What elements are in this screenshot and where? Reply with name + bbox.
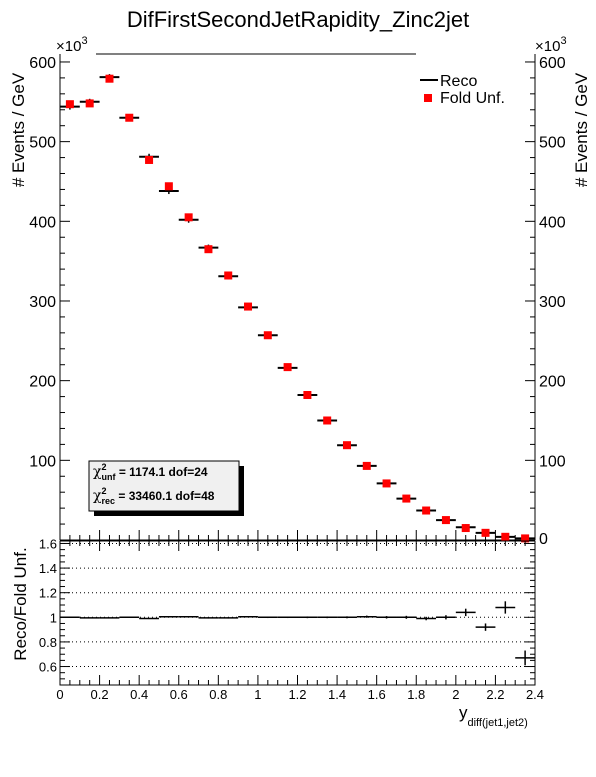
fold-unf-point: [284, 363, 292, 371]
fold-unf-point: [363, 462, 371, 470]
ratio-xtick-label: 1.4: [328, 687, 346, 702]
fold-unf-point: [145, 156, 153, 164]
main-ytick-label-left: 500: [29, 135, 56, 152]
main-ytick-label-right: 400: [539, 214, 566, 231]
ratio-xtick-label: 0.2: [91, 687, 109, 702]
fold-unf-point: [482, 529, 490, 537]
fold-unf-point: [86, 99, 94, 107]
ratio-ytick-label: 0.8: [39, 635, 57, 650]
main-ytick-label-right-zero: 0: [539, 531, 548, 548]
main-ytick-label-left: 400: [29, 214, 56, 231]
fold-unf-point: [125, 114, 133, 122]
ratio-xtick-label: 2.4: [526, 687, 544, 702]
main-ytick-label-left: 600: [29, 55, 56, 72]
main-ytick-label-left: 100: [29, 453, 56, 470]
legend-fold-marker: [424, 94, 432, 102]
fold-unf-point: [501, 533, 509, 541]
main-ytick-label-left: 300: [29, 294, 56, 311]
main-panel: 100 100 200 200 300 300 400 400 500 500 600 600 0 ×10…: [9, 35, 591, 548]
fold-unf-point: [244, 303, 252, 311]
ratio-ytick-label: 0.6: [39, 660, 57, 675]
ratio-xlabel: ydiff(jet1,jet2): [459, 703, 528, 729]
fold-unf-point: [462, 524, 470, 532]
ratio-xtick-label: 1.6: [368, 687, 386, 702]
y-exponent-label-left: ×103: [56, 35, 88, 55]
fold-unf-point: [422, 507, 430, 515]
fold-unf-point: [323, 416, 331, 424]
ratio-xtick-label: 2.2: [486, 687, 504, 702]
legend-reco-label: Reco: [440, 73, 477, 90]
main-ytick-label-right: 200: [539, 374, 566, 391]
main-ytick-label-right: 500: [539, 135, 566, 152]
chart-title: DifFirstSecondJetRapidity_Zinc2jet: [127, 7, 469, 32]
ratio-panel: 0.6 0.8 1 1.2 1.4 1.6 0 0.2 0.4 0.6 0.8 1 1.2 1.4 1.6 1…: [11, 536, 544, 729]
y-exponent-label-right: ×103: [535, 35, 567, 55]
fold-unf-point: [185, 213, 193, 221]
ratio-xtick-label: 2: [452, 687, 459, 702]
fold-unf-point: [105, 75, 113, 83]
main-ytick-label-right: 600: [539, 55, 566, 72]
fold-unf-point: [343, 441, 351, 449]
ratio-xtick-label: 1: [254, 687, 261, 702]
main-ylabel-right: # Events / GeV: [572, 72, 591, 187]
ratio-ytick-label: 1.4: [39, 561, 57, 576]
main-ytick-label-right: 300: [539, 294, 566, 311]
main-ytick-label-left: 200: [29, 374, 56, 391]
ratio-xtick-label: 1.8: [407, 687, 425, 702]
ratio-xtick-label: 0.8: [209, 687, 227, 702]
ratio-ytick-label: 1: [50, 610, 57, 625]
fold-unf-point: [66, 100, 74, 108]
ratio-ytick-label: 1.6: [39, 536, 57, 551]
legend-fold-label: Fold Unf.: [440, 90, 505, 107]
ratio-xtick-label: 0: [56, 687, 63, 702]
main-ylabel-left: # Events / GeV: [9, 72, 28, 187]
fold-unf-point: [383, 479, 391, 487]
ratio-xtick-label: 0.6: [170, 687, 188, 702]
fold-unf-point: [402, 495, 410, 503]
fold-unf-point: [165, 182, 173, 190]
ratio-xtick-label: 1.2: [288, 687, 306, 702]
fold-unf-point: [264, 331, 272, 339]
main-ytick-label-right: 100: [539, 453, 566, 470]
fold-unf-point: [204, 245, 212, 253]
fold-unf-point: [224, 271, 232, 279]
ratio-ylabel: Reco/Fold Unf.: [11, 547, 30, 660]
ratio-ytick-label: 1.2: [39, 586, 57, 601]
fold-unf-point: [442, 516, 450, 524]
fold-unf-point: [303, 391, 311, 399]
ratio-xtick-label: 0.4: [130, 687, 148, 702]
